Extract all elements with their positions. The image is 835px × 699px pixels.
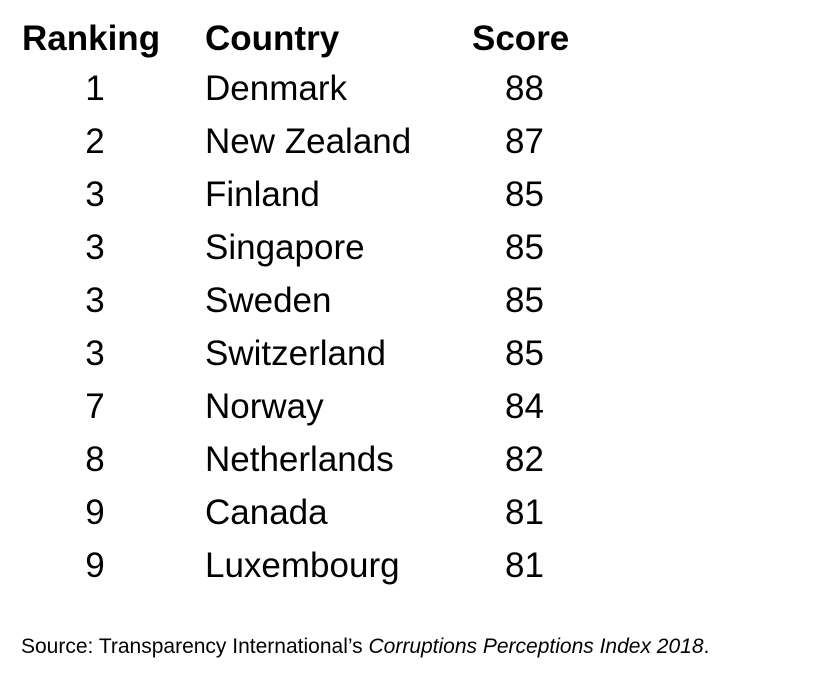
rank-cell: 9 bbox=[85, 493, 105, 532]
country-cell: Denmark bbox=[205, 69, 347, 108]
country-cell: New Zealand bbox=[205, 122, 412, 161]
country-cell: Netherlands bbox=[205, 440, 394, 479]
table-row: 9 Canada 81 bbox=[0, 486, 835, 539]
header-score: Score bbox=[472, 19, 570, 58]
source-suffix: . bbox=[703, 635, 710, 658]
rank-cell: 1 bbox=[85, 69, 105, 108]
table-row: 1 Denmark 88 bbox=[0, 62, 835, 115]
table-row: 8 Netherlands 82 bbox=[0, 433, 835, 486]
score-cell: 88 bbox=[505, 69, 544, 108]
country-cell: Canada bbox=[205, 493, 328, 532]
header-country: Country bbox=[205, 19, 340, 58]
country-cell: Sweden bbox=[205, 281, 332, 320]
rank-cell: 3 bbox=[85, 175, 105, 214]
source-title: Corruptions Perceptions Index 2018 bbox=[368, 635, 704, 658]
rank-cell: 3 bbox=[85, 228, 105, 267]
table-row: 7 Norway 84 bbox=[0, 380, 835, 433]
table-header: Ranking Country Score bbox=[0, 12, 835, 65]
source-prefix: Source: Transparency International’s bbox=[21, 635, 369, 658]
country-cell: Switzerland bbox=[205, 334, 386, 373]
score-cell: 85 bbox=[505, 175, 544, 214]
score-cell: 82 bbox=[505, 440, 544, 479]
score-cell: 85 bbox=[505, 228, 544, 267]
source-note: Source: Transparency International’s Cor… bbox=[21, 632, 709, 662]
rank-cell: 8 bbox=[85, 440, 105, 479]
table-row: 3 Switzerland 85 bbox=[0, 327, 835, 380]
header-ranking: Ranking bbox=[22, 19, 161, 58]
rank-cell: 9 bbox=[85, 546, 105, 585]
country-cell: Singapore bbox=[205, 228, 365, 267]
table-row: 3 Sweden 85 bbox=[0, 274, 835, 327]
rank-cell: 3 bbox=[85, 281, 105, 320]
score-cell: 84 bbox=[505, 387, 544, 426]
country-cell: Finland bbox=[205, 175, 320, 214]
score-cell: 87 bbox=[505, 122, 544, 161]
score-cell: 85 bbox=[505, 281, 544, 320]
country-cell: Luxembourg bbox=[205, 546, 400, 585]
table-row: 9 Luxembourg 81 bbox=[0, 539, 835, 592]
table-row: 3 Finland 85 bbox=[0, 168, 835, 221]
rank-cell: 7 bbox=[85, 387, 105, 426]
table-row: 3 Singapore 85 bbox=[0, 221, 835, 274]
score-cell: 81 bbox=[505, 493, 544, 532]
rank-cell: 2 bbox=[85, 122, 105, 161]
score-cell: 85 bbox=[505, 334, 544, 373]
score-cell: 81 bbox=[505, 546, 544, 585]
country-cell: Norway bbox=[205, 387, 324, 426]
table-row: 2 New Zealand 87 bbox=[0, 115, 835, 168]
rank-cell: 3 bbox=[85, 334, 105, 373]
